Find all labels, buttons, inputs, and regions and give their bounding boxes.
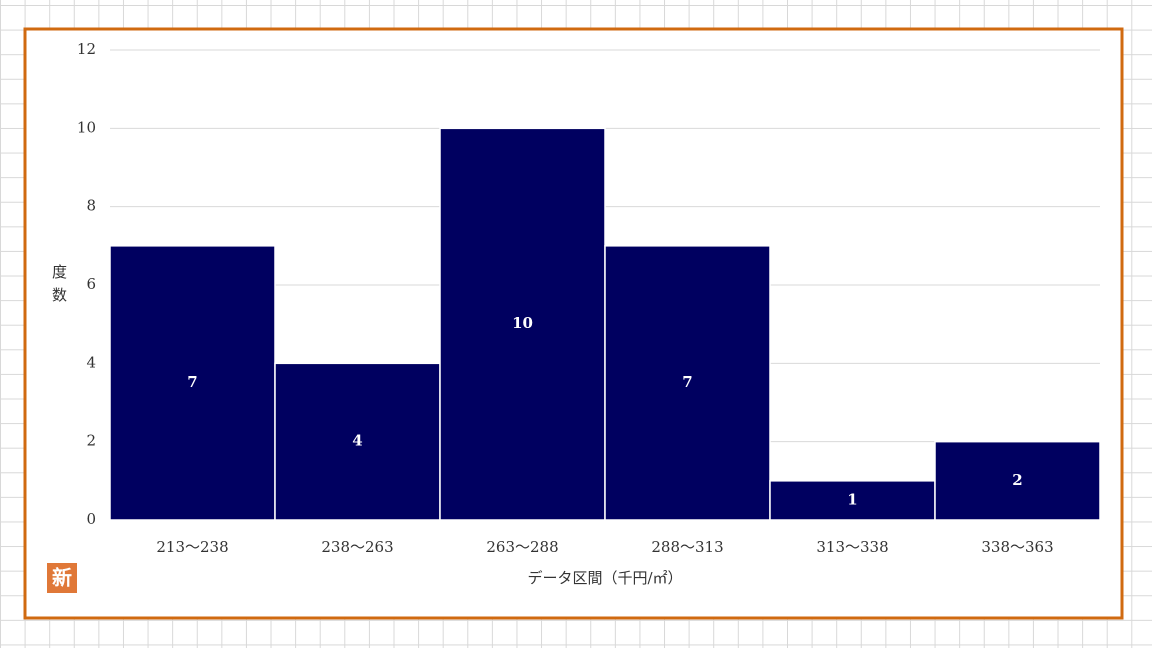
x-axis-label: データ区間（千円/㎡） [527,569,682,587]
y-axis-label: 度数 [50,264,68,310]
data-label: 4 [352,432,362,450]
y-tick-label: 6 [86,275,96,293]
data-label: 10 [512,314,533,332]
x-tick-label: 338～363 [981,538,1053,556]
y-tick-label: 12 [77,40,96,58]
badge-text: 新 [52,566,72,590]
data-label: 1 [847,490,857,508]
x-tick-label: 263～288 [486,538,558,556]
y-tick-label: 4 [86,353,96,371]
bar [769,480,936,521]
data-label: 7 [682,373,692,391]
bar [604,245,771,521]
y-tick-label: 10 [77,118,96,136]
x-tick-label: 213～238 [156,538,228,556]
data-label: 2 [1012,471,1022,489]
bar [109,245,276,521]
bar [934,440,1101,521]
x-tick-label: 313～338 [816,538,888,556]
y-tick-label: 2 [86,432,96,450]
x-tick-label: 288～313 [651,538,723,556]
badge [47,563,77,593]
x-tick-label: 238～263 [321,538,393,556]
bar [274,362,441,521]
bar [439,127,606,521]
data-label: 7 [187,373,197,391]
y-tick-label: 8 [86,197,96,215]
y-tick-label: 0 [86,510,96,528]
